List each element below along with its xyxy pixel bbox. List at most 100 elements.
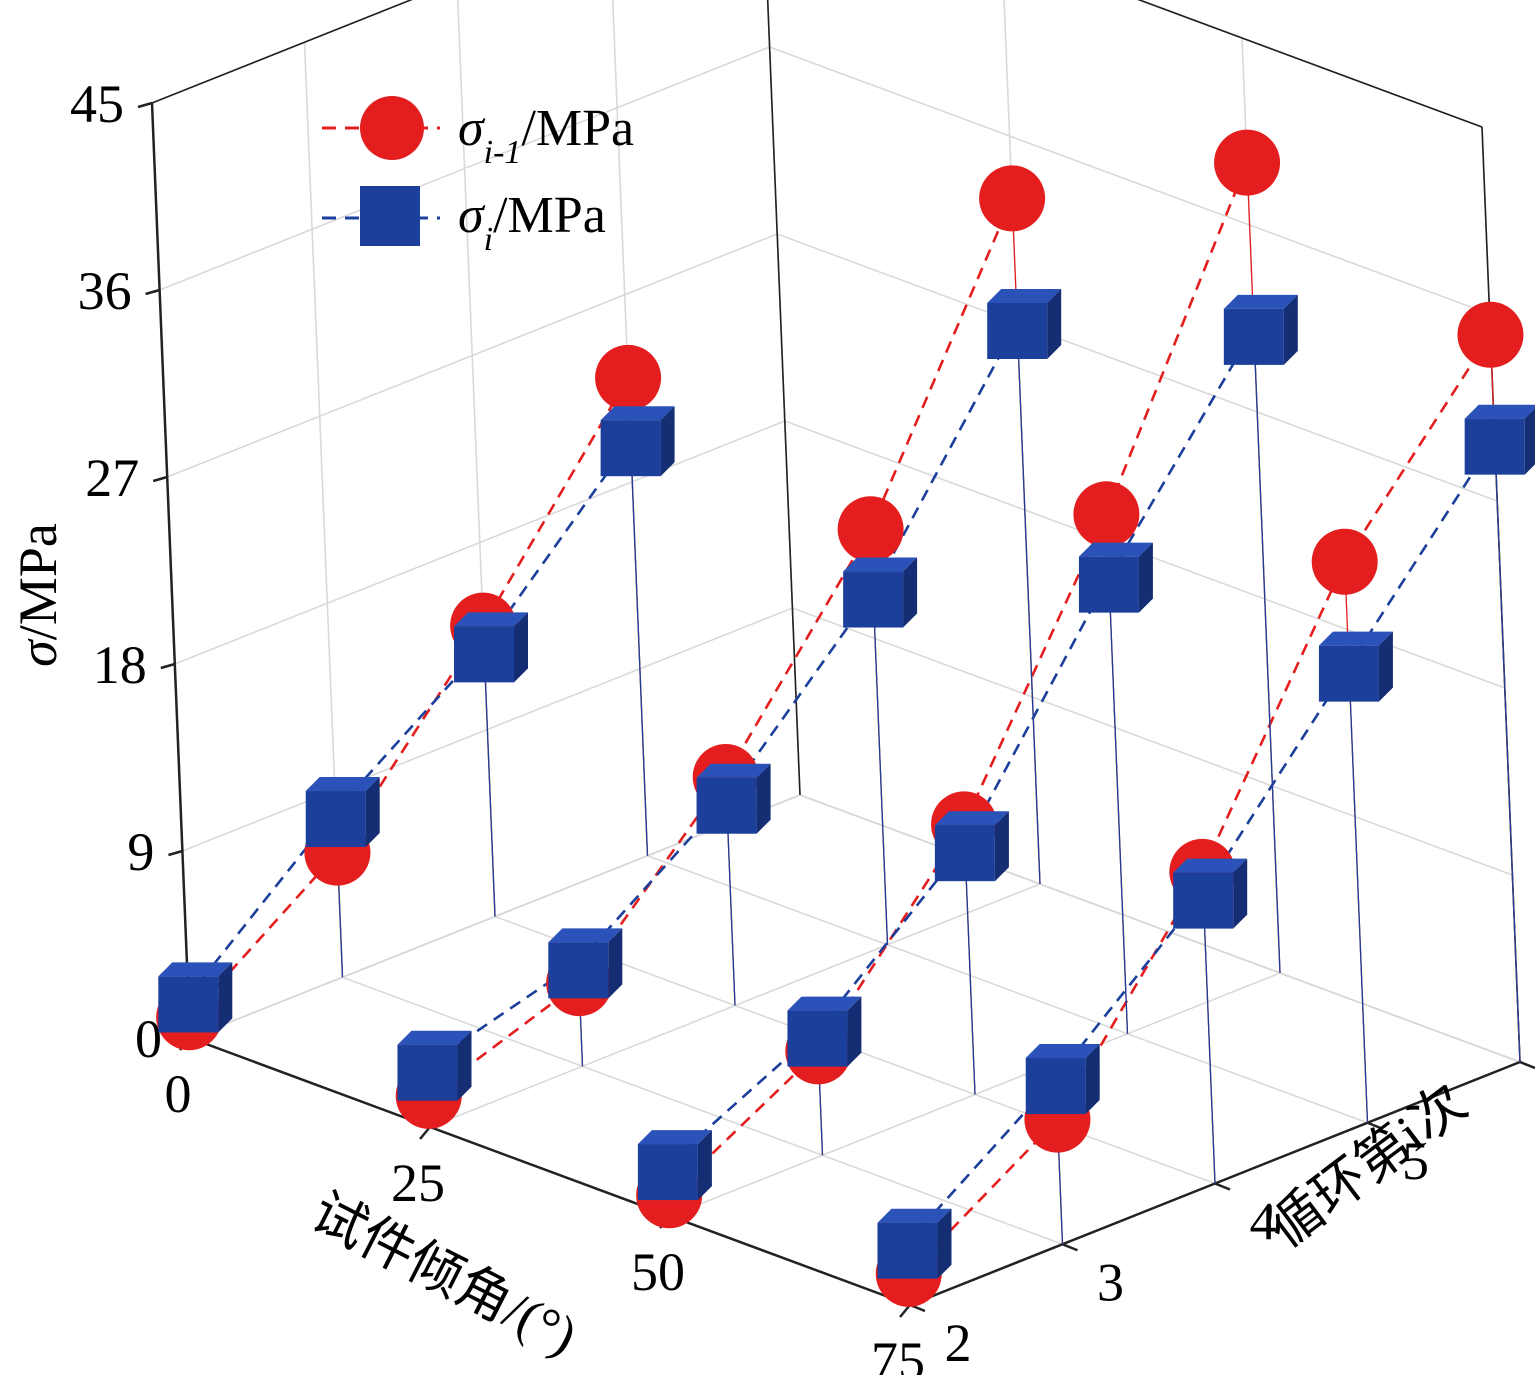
y-tick [1214,1182,1231,1191]
blue-stem [1348,665,1369,1123]
z-tick [168,849,183,857]
cube-side-face [1047,289,1062,359]
z-tick-label: 18 [93,635,147,695]
cube-side-face [1085,1044,1100,1114]
cube-side-face [1524,408,1535,475]
cube-front-face [158,976,219,1033]
cube-front-face [1464,418,1525,475]
z-axis-title: σ/MPa [8,523,68,667]
cube-point [934,811,1009,882]
red-series-line [188,377,630,1019]
x-tick-label: 75 [871,1331,925,1375]
cube-front-face [1173,872,1234,929]
blue-series-line [187,439,632,998]
blue-series-line [906,437,1496,1244]
cube-front-face [637,1144,698,1201]
y-tick-label: 4 [1250,1192,1277,1252]
cube-top-face [637,1130,712,1145]
cube-point [787,996,862,1067]
blue-stem [872,591,889,945]
cube-top-face [843,557,918,572]
cube-side-face [847,996,862,1067]
x-tick-label: 50 [631,1242,685,1302]
gridline-z [159,46,1490,315]
blue-stem [1108,576,1129,1034]
gridline-x [669,37,1281,1217]
blue-stem [1202,892,1216,1184]
tick-labels: 0918273645025507523456 [70,74,1535,1375]
cube-front-face [934,825,995,882]
cube-point [397,1030,472,1101]
cube-point [1464,404,1535,475]
cube-point [1078,542,1153,613]
cube-front-face [987,303,1048,359]
cube-top-face [1223,294,1298,309]
blue-stem [629,440,649,856]
sphere-point [1214,129,1281,196]
gridlines [151,0,1521,1306]
cube-side-face [756,763,771,834]
cube-side-face [608,928,623,999]
cube-side-face [457,1030,472,1101]
gridline-x [429,0,1041,1128]
z-axis-line [150,102,192,1039]
legend-label-sigma-i: σi/MPa [458,187,606,258]
z-tick [160,662,176,670]
z-tick [137,101,153,109]
cube-front-face [548,942,609,999]
z-tick-label: 36 [78,261,132,321]
blue-stem [1494,438,1521,1063]
axes-frame [150,0,1521,1307]
x-tick [419,1126,431,1140]
cube-point [548,928,623,999]
data-marks [156,129,1535,1307]
cube-side-face [514,612,528,683]
cube-side-face [218,962,233,1033]
x-tick-label: 25 [391,1153,445,1213]
cube-top-face [787,996,862,1011]
cube-top-face [934,811,1009,826]
blue-stem [483,646,496,917]
cube-point [1223,294,1298,365]
red-series-line [668,162,1249,1197]
cube-top-face [454,612,528,627]
cube-top-face [548,928,623,943]
sphere-point [595,344,662,411]
cube-top-face [1173,858,1248,873]
sphere-point [1311,528,1378,595]
back-edge-vertical [766,0,801,796]
top-edge-left [151,0,413,104]
cube-side-face [994,811,1009,882]
cube-top-face [696,763,771,778]
blue-stem [1016,322,1041,885]
cube-top-face [877,1208,952,1223]
blue-stem [964,845,976,1095]
legend-item-sigma-i-1: σi-1/MPa [322,96,634,171]
cube-front-face [600,420,661,477]
y-tick [1062,1243,1078,1252]
cube-point [877,1208,952,1279]
sphere-point [837,496,904,563]
cube-side-face [903,557,918,628]
top-edge-right [1137,0,1483,128]
back-panes [151,0,1523,1306]
cube-front-face [305,791,366,848]
cube-front-face [1025,1058,1086,1115]
cube-top-face [1464,404,1535,419]
y-tick-label: 2 [945,1313,972,1373]
cube-top-face [1318,631,1393,646]
cube-point [637,1130,712,1201]
y-tick-label: 3 [1097,1252,1124,1312]
x-tick-label: 0 [165,1064,192,1124]
cube-front-face [696,777,757,834]
cube-point [305,777,380,848]
y-tick-label: 5 [1402,1131,1429,1191]
cube-point [1173,858,1248,929]
gridline-z [166,233,1498,502]
cube-side-face [1283,294,1298,365]
y-tick [1519,1060,1535,1070]
cube-top-face [987,289,1062,303]
sphere-point [1073,481,1140,548]
cube-front-face [1078,556,1139,613]
